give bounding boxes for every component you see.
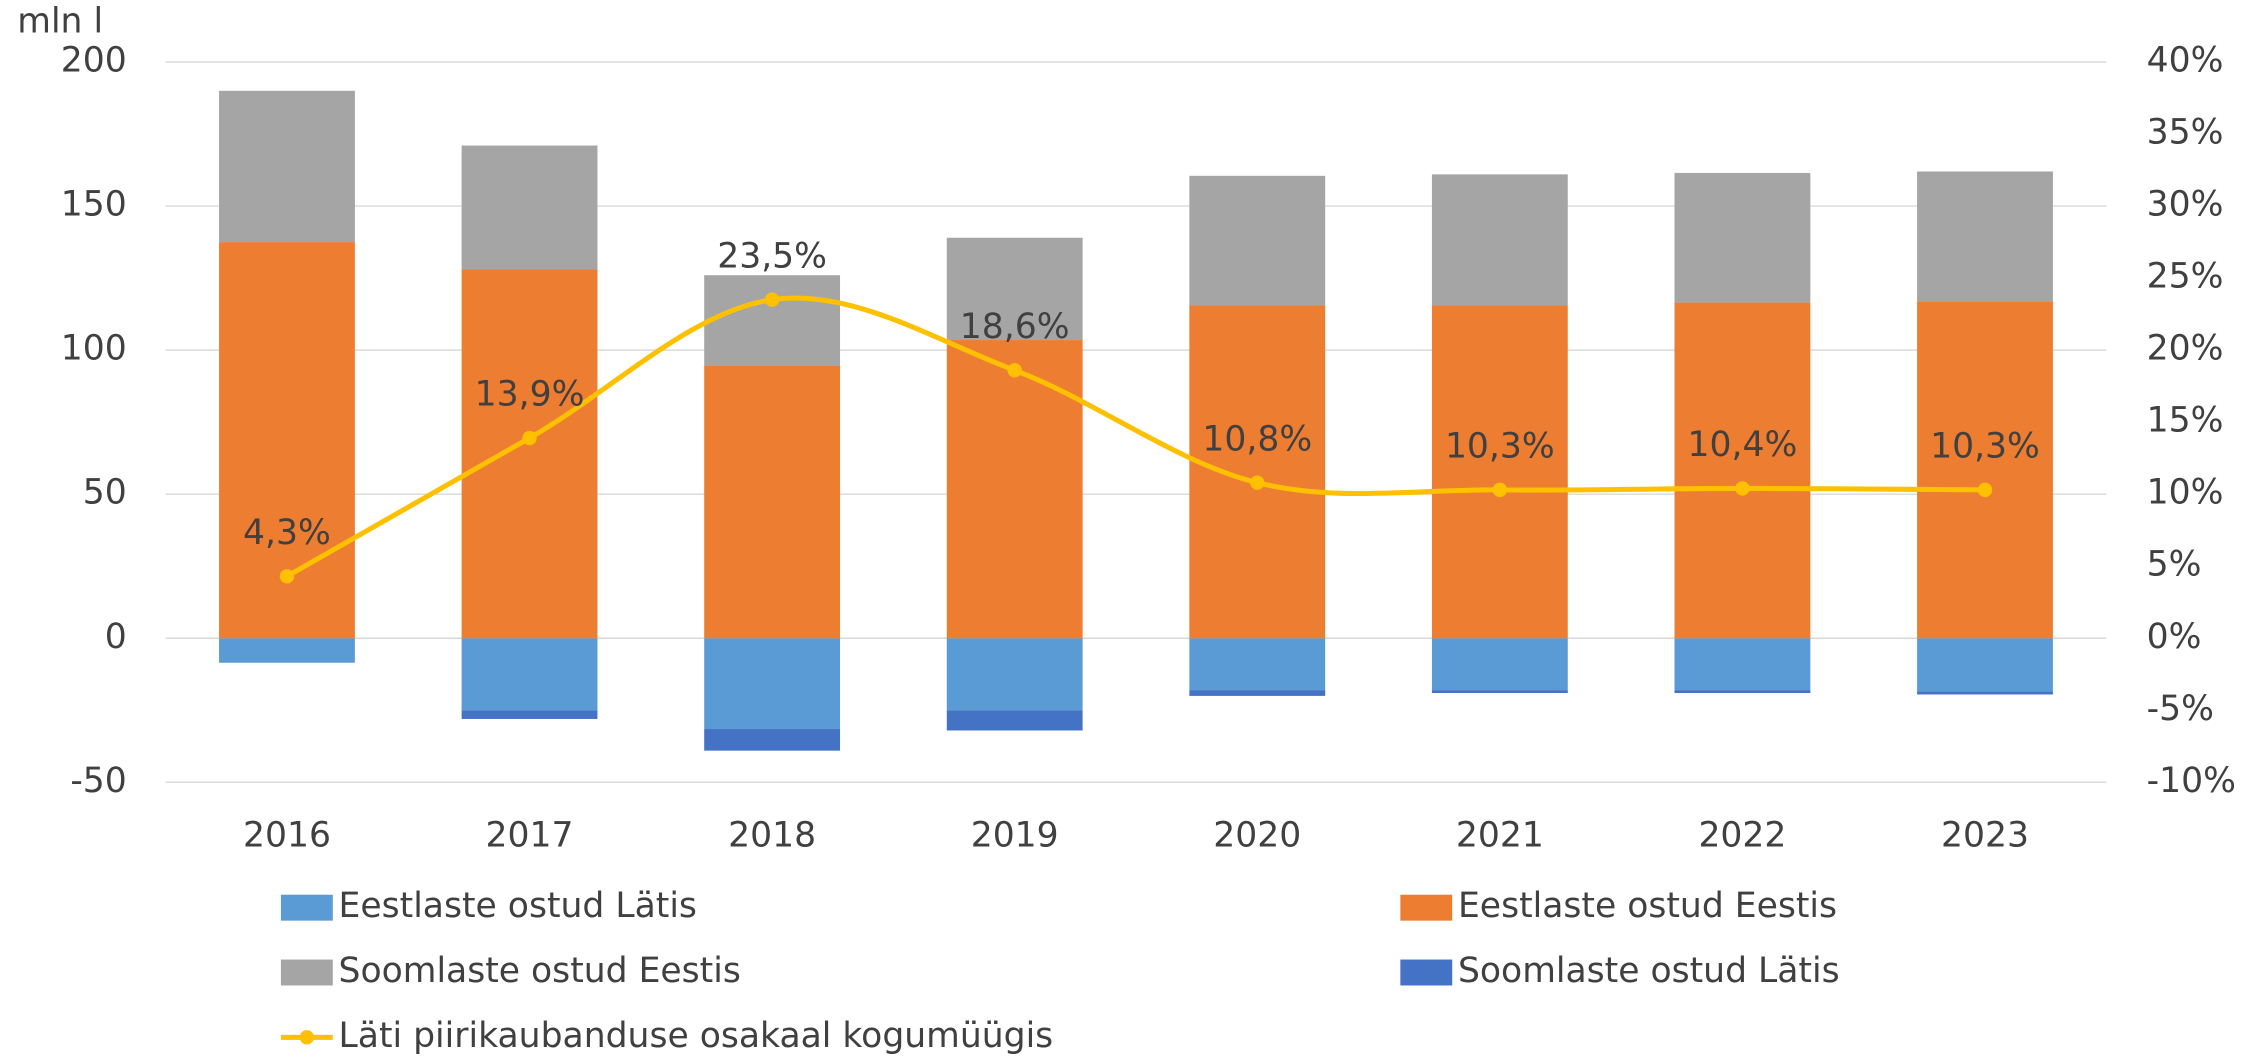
y2-tick-label: 40% xyxy=(2147,40,2224,80)
bar-segment xyxy=(1674,638,1811,691)
x-tick-label: 2023 xyxy=(1941,816,2029,856)
data-label: 13,9% xyxy=(475,375,585,415)
x-tick-label: 2018 xyxy=(728,816,816,856)
y2-tick-label: 35% xyxy=(2147,113,2224,153)
line-marker xyxy=(1492,482,1508,498)
bar-segment xyxy=(219,638,355,663)
line xyxy=(285,295,1986,579)
y2-tick-label: 20% xyxy=(2147,329,2224,369)
bar-segment xyxy=(946,237,1083,341)
y-axis-label: mln l xyxy=(17,2,103,42)
bar-segment xyxy=(946,710,1083,731)
y-tick-label: 0 xyxy=(105,617,127,657)
bar-segment xyxy=(704,638,841,730)
y2-tick-label: 5% xyxy=(2147,545,2202,585)
legend-swatch xyxy=(1400,959,1453,986)
y2-tick-label: 10% xyxy=(2147,473,2224,513)
data-label: 10,3% xyxy=(1445,427,1555,467)
data-label: 23,5% xyxy=(717,236,827,276)
bar-segment xyxy=(1431,690,1568,694)
legend-label: Soomlaste ostud Eestis xyxy=(339,951,741,991)
bar-segment xyxy=(1674,302,1811,639)
legend-label: Eestlaste ostud Lätis xyxy=(339,886,697,926)
y2-tick-label: 25% xyxy=(2147,257,2224,297)
data-label: 4,3% xyxy=(243,513,331,553)
bar-segment xyxy=(1917,638,2053,692)
legend-label: Eestlaste ostud Eestis xyxy=(1458,886,1837,926)
y-tick-label: -50 xyxy=(70,761,126,801)
data-label: 18,6% xyxy=(960,307,1070,347)
bar-segment xyxy=(1431,638,1568,691)
x-tick-label: 2016 xyxy=(243,816,331,856)
bar-segment xyxy=(946,638,1083,711)
y-tick-label: 50 xyxy=(83,473,127,513)
bar-segment xyxy=(1917,691,2053,695)
x-tick-label: 2017 xyxy=(486,816,574,856)
bar-segment xyxy=(704,275,841,366)
bar-segment xyxy=(1674,690,1811,694)
y2-tick-label: 30% xyxy=(2147,185,2224,225)
bar-segment xyxy=(461,269,598,639)
bar-segment xyxy=(461,638,598,711)
line-marker xyxy=(764,292,780,307)
y-tick-label: 100 xyxy=(61,329,127,369)
x-tick-label: 2020 xyxy=(1213,816,1301,856)
bar-segment xyxy=(1189,690,1326,696)
data-label: 10,3% xyxy=(1930,427,2040,467)
line-marker xyxy=(1007,363,1022,378)
data-label: 10,8% xyxy=(1202,419,1312,459)
line-marker xyxy=(1977,482,1993,498)
legend-label: Soomlaste ostud Lätis xyxy=(1458,951,1840,991)
legend-label: Läti piirikaubanduse osakaal kogumüügis xyxy=(339,1016,1054,1056)
bar-segment xyxy=(1431,174,1568,306)
bar-segment xyxy=(1189,305,1326,639)
y-tick-label: 150 xyxy=(61,185,127,225)
bar-segment xyxy=(946,340,1083,639)
line-marker xyxy=(522,430,537,446)
legend-swatch xyxy=(280,959,333,986)
bar-segment xyxy=(461,710,598,719)
bar-segment xyxy=(704,729,841,751)
x-tick-label: 2021 xyxy=(1456,816,1544,856)
y-tick-label: 200 xyxy=(61,40,127,80)
bar-segment xyxy=(1917,301,2053,639)
bar-segment xyxy=(1189,175,1326,306)
y2-tick-label: -5% xyxy=(2147,689,2214,729)
line-marker xyxy=(1250,475,1265,490)
bar-segment xyxy=(219,90,355,243)
legend-swatch xyxy=(1400,894,1453,921)
bar-segment xyxy=(1189,638,1326,691)
bar-segment xyxy=(1917,171,2053,302)
line-marker xyxy=(279,569,295,584)
y2-tick-label: 15% xyxy=(2147,401,2224,441)
data-label: 10,4% xyxy=(1688,425,1798,465)
x-tick-label: 2022 xyxy=(1698,816,1786,856)
line-marker xyxy=(1735,481,1750,496)
bar-segment xyxy=(1674,172,1811,303)
bar-segment xyxy=(461,145,598,270)
x-tick-label: 2019 xyxy=(971,816,1059,856)
legend-swatch xyxy=(299,1030,315,1045)
bar-segment xyxy=(1431,305,1568,639)
legend-swatch xyxy=(280,894,333,921)
y2-tick-label: 0% xyxy=(2147,617,2202,657)
y2-tick-label: -10% xyxy=(2147,761,2236,801)
bar-segment xyxy=(704,365,841,639)
